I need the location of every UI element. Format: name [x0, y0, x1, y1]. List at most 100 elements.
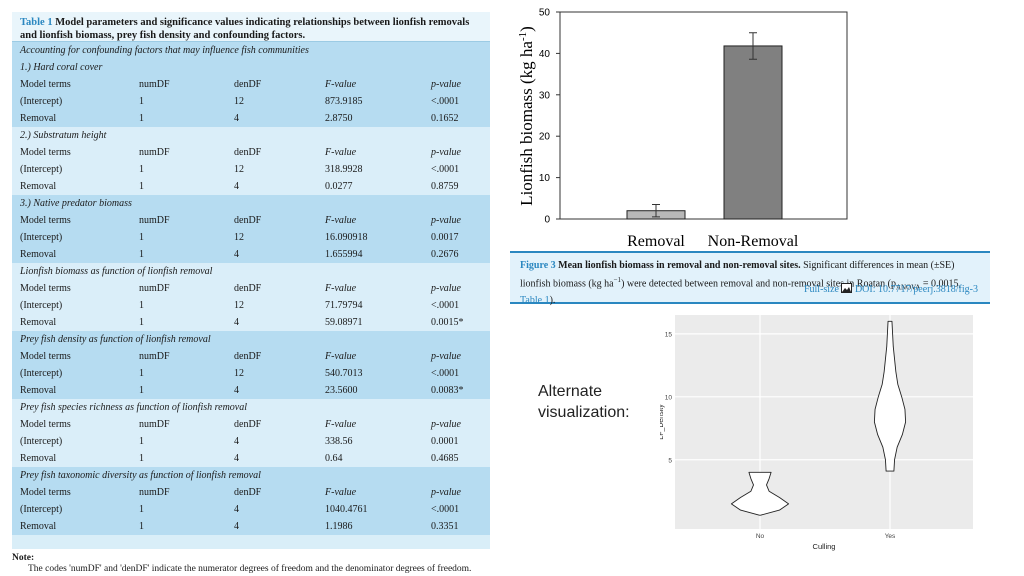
- column-header: denDF: [234, 215, 262, 226]
- figure-links: Full-size DOI: 10.7717/peerj.3818/fig-3: [804, 283, 978, 297]
- violin-y-tick-label: 5: [668, 457, 672, 464]
- column-header: numDF: [139, 215, 170, 226]
- table-cell: 4: [234, 181, 239, 192]
- table-cell: 0.0015*: [431, 317, 464, 328]
- table-cell: 4: [234, 385, 239, 396]
- row-intercept: (Intercept) 1 12 71.79794 <.0001: [12, 297, 490, 314]
- table-cell: <.0001: [431, 96, 460, 107]
- violin-plot-area: [675, 315, 973, 529]
- bar-series: [626, 32, 783, 220]
- table-cell: 0.1652: [431, 113, 459, 124]
- full-size-link[interactable]: Full-size: [803, 284, 839, 295]
- table-cell: 23.5600: [325, 385, 358, 396]
- ylabel-end: ): [517, 26, 536, 32]
- violin-x-tick-label: Yes: [885, 533, 896, 540]
- table-cell: 1: [139, 317, 144, 328]
- column-header: denDF: [234, 487, 262, 498]
- bar-y-tick-label: 20: [539, 132, 551, 143]
- violin-x-tick-label: No: [756, 533, 765, 540]
- table-cell: Removal: [20, 317, 57, 328]
- column-header: denDF: [234, 79, 262, 90]
- row-removal: Removal 1 4 2.8750 0.1652: [12, 110, 490, 127]
- bar-plot-area: [559, 11, 848, 220]
- table-cell: 1: [139, 300, 144, 311]
- lf-density-violin-chart: 5 10 15 No Yes Culling LF_Density: [660, 315, 973, 551]
- column-header: numDF: [139, 419, 170, 430]
- table-cell: 0.0017: [431, 232, 459, 243]
- table-cell: Removal: [20, 453, 57, 464]
- column-header: p-value: [431, 283, 461, 294]
- violin-x-axis: No Yes: [756, 533, 896, 540]
- row-intercept: (Intercept) 1 12 873.9185 <.0001: [12, 93, 490, 110]
- violin-series: [730, 320, 907, 516]
- table-cell: 59.08971: [325, 317, 363, 328]
- table-cell: 4: [234, 113, 239, 124]
- table-cell: (Intercept): [20, 164, 63, 175]
- table-cell: 0.0001: [431, 436, 459, 447]
- bar-y-axis: 0 10 20 30 40 50: [539, 8, 560, 226]
- table-cell: 1: [139, 453, 144, 464]
- section-title: Lionfish biomass as function of lionfish…: [20, 266, 213, 277]
- table-cell: 12: [234, 164, 244, 175]
- table-cell: 12: [234, 300, 244, 311]
- table-cell: 1.1986: [325, 521, 353, 532]
- table-cell: (Intercept): [20, 436, 63, 447]
- table-cell: 338.56: [325, 436, 353, 447]
- violin-y-tick-label: 15: [665, 331, 673, 338]
- table-cell: 318.9928: [325, 164, 363, 175]
- image-icon[interactable]: [841, 283, 853, 293]
- row-removal: Removal 1 4 1.1986 0.3351: [12, 518, 490, 535]
- row-removal: Removal 1 4 0.64 0.4685: [12, 450, 490, 467]
- section-title: Prey fish species richness as function o…: [20, 402, 248, 413]
- column-header: Model terms: [20, 215, 71, 226]
- table-cell: 4: [234, 504, 239, 515]
- row-removal: Removal 1 4 1.655994 0.2676: [12, 246, 490, 263]
- row-intercept: (Intercept) 1 12 318.9928 <.0001: [12, 161, 490, 178]
- section-title: Prey fish taxonomic diversity as functio…: [20, 470, 261, 481]
- column-header: numDF: [139, 79, 170, 90]
- table-section: Lionfish biomass as function of lionfish…: [12, 263, 490, 331]
- column-header-row: Model terms numDF denDF F-value p-value: [12, 416, 490, 433]
- lionfish-biomass-bar-chart: 0 10 20 30 40 50 Removal Non-Removal Lionfish …: [517, 8, 848, 250]
- column-header: denDF: [234, 147, 262, 158]
- column-header: p-value: [431, 147, 461, 158]
- bar-y-tick-label: 40: [539, 49, 551, 60]
- doi-link[interactable]: DOI: 10.7717/peerj.3818/fig-3: [854, 284, 978, 295]
- bar-non-removal: [723, 45, 783, 220]
- table-cell: Removal: [20, 521, 57, 532]
- table-cell: 0.0277: [325, 181, 353, 192]
- table-cell: 71.79794: [325, 300, 363, 311]
- table-cell: 1: [139, 96, 144, 107]
- error-bar: [652, 204, 660, 218]
- column-header: F-value: [325, 351, 357, 362]
- alternate-visualization-label: Alternate visualization:: [538, 381, 630, 423]
- column-header: F-value: [325, 215, 357, 226]
- section-header: Accounting for confounding factors that …: [20, 45, 309, 56]
- alt-label-line-2: visualization:: [538, 404, 630, 421]
- figure-caption-text-d: ).: [549, 295, 556, 307]
- violin-y-axis-title: LF_Density: [660, 404, 665, 440]
- table-cell: Removal: [20, 181, 57, 192]
- violin-gridlines: [675, 315, 973, 529]
- alt-label-line-1: Alternate: [538, 383, 603, 400]
- column-header: Model terms: [20, 487, 71, 498]
- column-header-row: Model terms numDF denDF F-value p-value: [12, 212, 490, 229]
- table-section: 2.) Substratum height Model terms numDF den…: [12, 127, 490, 195]
- table-cell: 16.090918: [325, 232, 368, 243]
- ylabel-sup: -1: [517, 32, 529, 41]
- table-1-link[interactable]: Table 1: [520, 295, 550, 307]
- column-header: F-value: [325, 283, 357, 294]
- table-cell: 2.8750: [325, 113, 353, 124]
- column-header: F-value: [325, 487, 357, 498]
- error-bar: [749, 32, 757, 60]
- table-caption: Table 1 Model parameters and significanc…: [12, 12, 490, 42]
- row-intercept: (Intercept) 1 12 540.7013 <.0001: [12, 365, 490, 382]
- violin-y-axis: 5 10 15: [665, 331, 673, 464]
- table-cell: 0.64: [325, 453, 343, 464]
- table-note-title: Note:: [12, 553, 35, 563]
- table-cell: Removal: [20, 249, 57, 260]
- table-cell: <.0001: [431, 504, 460, 515]
- column-header: numDF: [139, 487, 170, 498]
- column-header: numDF: [139, 147, 170, 158]
- column-header: numDF: [139, 283, 170, 294]
